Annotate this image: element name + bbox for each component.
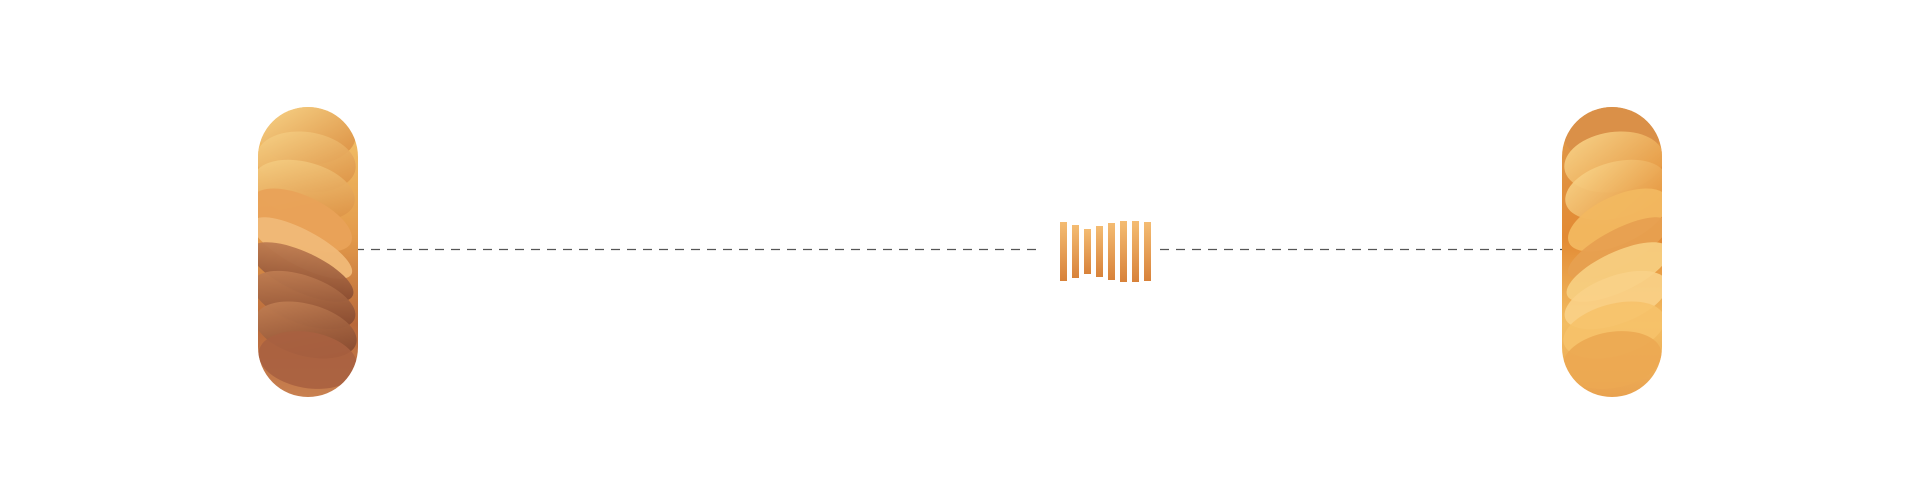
center-coin-slices xyxy=(1060,221,1151,282)
right-twisted-coin-stack xyxy=(1562,107,1662,397)
left-twisted-coin-stack xyxy=(258,107,358,397)
